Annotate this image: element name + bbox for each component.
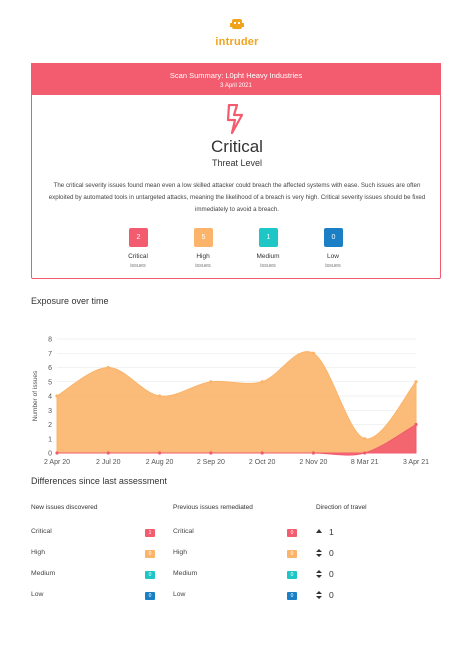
remediated-badge: 0	[287, 549, 297, 558]
point	[414, 422, 418, 427]
point	[55, 394, 59, 398]
logo-icon	[230, 19, 244, 29]
count-sub: issues	[260, 263, 276, 269]
column-header: Direction of travel	[316, 504, 367, 511]
count-label: Critical	[128, 253, 148, 260]
point	[260, 380, 264, 384]
x-tick-label: 2 Apr 20	[44, 459, 70, 466]
count-label: Low	[327, 253, 339, 260]
point	[106, 365, 110, 370]
row-label: Medium	[31, 570, 56, 577]
row-label: Critical	[173, 528, 194, 535]
x-tick-label: 2 Aug 20	[146, 459, 174, 466]
x-tick-label: 3 Apr 21	[403, 459, 429, 466]
point	[106, 451, 110, 455]
section-title: Differences since last assessment	[31, 476, 167, 486]
description: The critical severity issues found mean …	[48, 182, 426, 213]
count-badge: 5	[194, 228, 213, 247]
count-badge: 2	[129, 228, 148, 247]
count-sub: issues	[130, 263, 146, 269]
y-tick-label: 0	[48, 451, 52, 458]
point	[209, 451, 213, 455]
threat-level: Critical	[211, 137, 263, 156]
point	[157, 451, 162, 455]
point	[157, 394, 162, 398]
column-header: New issues discovered	[31, 504, 98, 511]
y-tick-label: 5	[48, 379, 52, 386]
x-tick-label: 2 Jul 20	[96, 459, 121, 466]
y-tick-label: 3	[48, 408, 52, 415]
x-tick-label: 2 Oct 20	[249, 459, 276, 466]
area	[56, 351, 417, 454]
point	[414, 380, 418, 384]
new-badge: 0	[145, 570, 155, 579]
x-tick-label: 2 Nov 20	[299, 459, 327, 466]
summary-header: Scan Summary: L0pht Heavy Industries 3 A…	[31, 63, 441, 95]
chart: 0 1 2 3 4 5 6 7 8 Number of issues 2 Apr 20 2 Jul 2…	[32, 337, 429, 467]
count-badge: 1	[259, 228, 278, 247]
threat-icon	[226, 104, 244, 134]
direction-value: 1	[329, 527, 334, 537]
count-sub: issues	[325, 263, 341, 269]
y-axis-label: Number of issues	[32, 370, 39, 421]
remediated-badge: 0	[287, 528, 297, 537]
trend-icon	[316, 591, 322, 599]
trend-icon	[316, 549, 322, 557]
x-tick-label: 8 Mar 21	[351, 459, 379, 466]
threat-level-label: Threat Level	[211, 158, 263, 168]
new-badge: 0	[145, 591, 155, 600]
direction-value: 0	[329, 569, 334, 579]
row-label: Low	[31, 591, 44, 598]
new-badge: 1	[145, 528, 155, 537]
row-label: Low	[173, 591, 186, 598]
section-title: Exposure over time	[31, 296, 109, 306]
point	[311, 351, 316, 355]
trend-icon	[316, 529, 322, 533]
trend-icon	[316, 570, 322, 578]
y-tick-label: 6	[48, 365, 52, 372]
point	[311, 451, 316, 455]
row-label: Critical	[31, 528, 52, 535]
count-label: High	[196, 253, 210, 260]
summary-date: 3 April 2021	[220, 83, 252, 89]
point	[260, 451, 264, 455]
y-tick-label: 4	[48, 394, 52, 401]
remediated-badge: 0	[287, 570, 297, 579]
y-tick-label: 2	[48, 422, 52, 429]
direction-value: 0	[329, 590, 334, 600]
new-badge: 0	[145, 549, 155, 558]
count-label: Medium	[256, 253, 280, 260]
x-tick-label: 2 Sep 20	[197, 459, 225, 466]
count-sub: issues	[195, 263, 211, 269]
summary-title: Scan Summary: L0pht Heavy Industries	[169, 71, 303, 80]
summary-card	[31, 63, 441, 279]
row-label: High	[173, 549, 187, 556]
column-header: Previous issues remediated	[173, 504, 253, 511]
y-tick-label: 1	[48, 436, 52, 443]
count-badge: 0	[324, 228, 343, 247]
point	[209, 380, 213, 384]
point	[55, 451, 59, 455]
y-tick-label: 7	[48, 351, 52, 358]
y-tick-label: 8	[48, 337, 52, 344]
point	[363, 437, 367, 441]
remediated-badge: 0	[287, 591, 297, 600]
row-label: Medium	[173, 570, 198, 577]
logo: intruder	[215, 36, 259, 48]
row-label: High	[31, 549, 45, 556]
point	[363, 451, 367, 455]
direction-value: 0	[329, 548, 334, 558]
